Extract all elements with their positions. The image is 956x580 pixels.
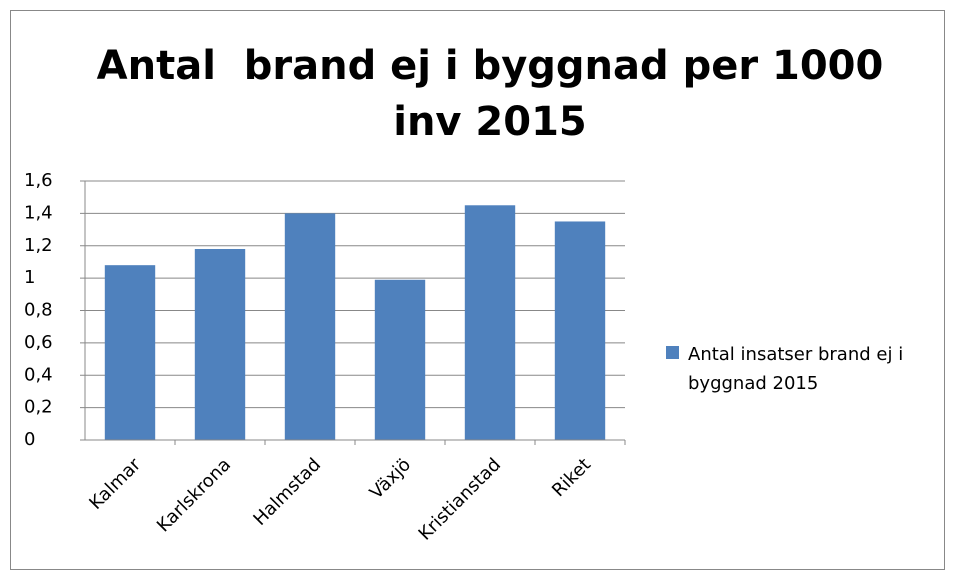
- bar: [464, 205, 516, 440]
- x-tick-label: Karlskrona: [153, 454, 235, 536]
- x-tick-label: Kristianstad: [415, 454, 505, 544]
- y-tick-label: 0,8: [24, 300, 53, 321]
- bar: [554, 221, 606, 440]
- y-tick-label: 1,4: [24, 202, 53, 223]
- x-tick-label: Riket: [548, 454, 595, 501]
- y-tick-label: 0,2: [24, 397, 53, 418]
- y-tick-label: 0: [24, 429, 35, 450]
- bar: [104, 265, 156, 440]
- y-tick-label: 0,4: [24, 364, 53, 385]
- bar: [194, 248, 246, 440]
- x-tick-label: Växjö: [366, 454, 415, 503]
- y-tick-label: 1,6: [24, 170, 53, 191]
- chart-title: Antal brand ej i byggnad per 1000 inv 20…: [96, 43, 898, 145]
- x-tick-label: Halmstad: [249, 454, 325, 530]
- y-tick-label: 0,6: [24, 332, 53, 353]
- y-tick-label: 1: [24, 267, 35, 288]
- x-tick-label: Kalmar: [85, 454, 145, 514]
- bar: [374, 279, 426, 440]
- bar: [284, 213, 336, 440]
- chart-border: [10, 10, 945, 570]
- legend-swatch: [666, 346, 679, 359]
- y-tick-label: 1,2: [24, 235, 53, 256]
- legend-label: Antal insatser brand ej i byggnad 2015: [688, 344, 904, 394]
